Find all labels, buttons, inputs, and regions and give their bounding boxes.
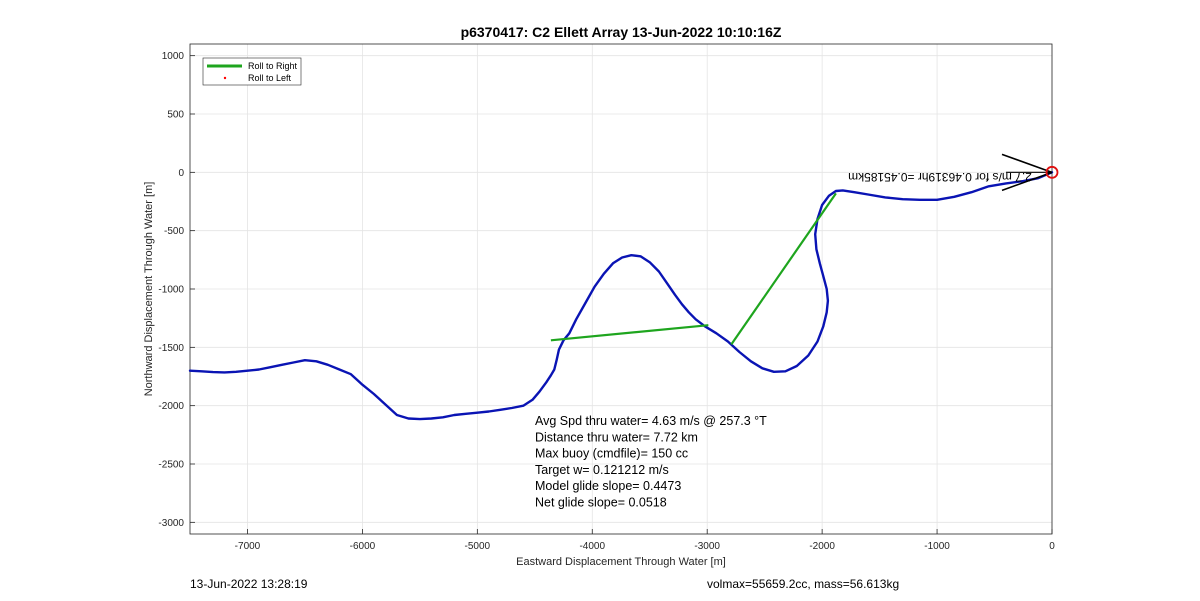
footer-timestamp: 13-Jun-2022 13:28:19 [190, 577, 308, 591]
legend-swatch-roll-left [223, 76, 227, 80]
legend: Roll to Right Roll to Left [202, 57, 302, 86]
roll-right-segment [550, 324, 709, 342]
x-tick-label: -1000 [924, 541, 950, 552]
series-layer [188, 153, 1059, 421]
y-tick-label: -2500 [158, 460, 184, 471]
legend-entry-roll-left: Roll to Left [248, 73, 292, 83]
x-tick-label: -3000 [694, 541, 720, 552]
y-tick-label: -500 [164, 226, 184, 237]
stats-line: Target w= 0.121212 m/s [535, 463, 669, 477]
current-arrow-head-lower [1001, 171, 1053, 192]
x-tick-label: -4000 [579, 541, 605, 552]
start-marker [1045, 165, 1059, 179]
stats-annotation: Avg Spd thru water= 4.63 m/s @ 257.3 °T D… [535, 414, 767, 510]
glider-track-line [188, 171, 1054, 421]
x-tick-label: -2000 [809, 541, 835, 552]
legend-box [202, 57, 302, 86]
x-ticks: -7000 -6000 -5000 -4000 -3000 -2000 -1000 0 [235, 529, 1055, 552]
y-tick-label: -1500 [158, 343, 184, 354]
y-tick-label: -3000 [158, 518, 184, 529]
legend-entry-roll-right: Roll to Right [248, 61, 298, 71]
stats-line: Model glide slope= 0.4473 [535, 479, 681, 493]
y-tick-label: 0 [178, 168, 184, 179]
stats-line: Distance thru water= 7.72 km [535, 430, 698, 444]
x-tick-label: -6000 [350, 541, 376, 552]
current-arrow-head-upper [1001, 153, 1053, 174]
y-tick-label: 500 [167, 110, 184, 121]
x-axis-label: Eastward Displacement Through Water [m] [516, 556, 726, 568]
y-ticks: 1000 500 0 -500 -1000 -1500 -2000 -2500 -3000 [158, 51, 195, 529]
stats-line: Net glide slope= 0.0518 [535, 496, 667, 510]
y-tick-label: 1000 [162, 51, 185, 62]
stats-line: Avg Spd thru water= 4.63 m/s @ 257.3 °T [535, 414, 767, 428]
arrow-label: 2.7 m/s for 0.46319hr =0.45185km [848, 170, 1032, 184]
y-tick-label: -1000 [158, 285, 184, 296]
y-axis-label: Northward Displacement Through Water [m] [143, 182, 155, 397]
y-tick-label: -2000 [158, 401, 184, 412]
x-tick-label: 0 [1049, 541, 1055, 552]
footer-mass: volmax=55659.2cc, mass=56.613kg [707, 577, 900, 591]
x-tick-label: -5000 [465, 541, 491, 552]
chart-title: p6370417: C2 Ellett Array 13-Jun-2022 10… [460, 24, 782, 40]
roll-right-segment [730, 192, 837, 346]
stats-line: Max buoy (cmdfile)= 150 cc [535, 447, 688, 461]
x-tick-label: -7000 [235, 541, 261, 552]
